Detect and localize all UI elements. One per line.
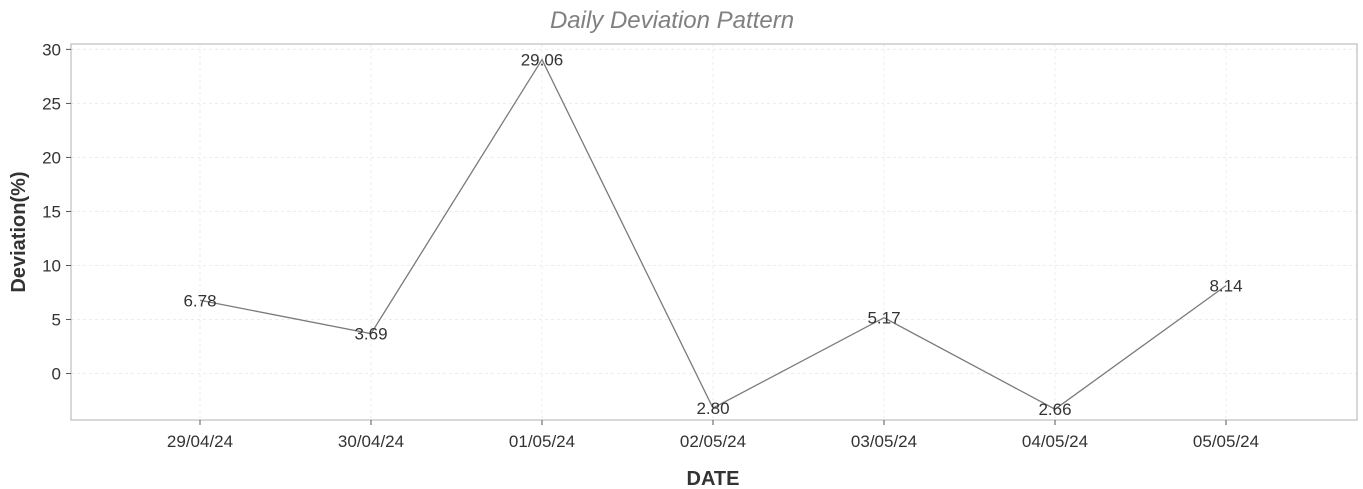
x-tick-label: 05/05/24 [1193,432,1259,451]
data-labels: 6.78 3.69 29.06 2.80 5.17 2.66 8.14 [183,51,1242,420]
y-tick-label: 30 [42,40,61,59]
x-tick-label: 01/05/24 [509,432,575,451]
y-tick-label: 10 [42,256,61,275]
data-label: 8.14 [1209,277,1242,296]
data-label: 29.06 [521,51,564,70]
y-tick-label: 25 [42,94,61,113]
chart-title: Daily Deviation Pattern [550,7,794,34]
data-label: 5.17 [867,309,900,328]
data-label: 3.69 [354,325,387,344]
x-tick-label: 02/05/24 [680,432,746,451]
y-axis-label: Deviation(%) [8,171,30,292]
y-axis: 0 5 10 15 20 25 30 [42,40,71,384]
y-tick-label: 0 [52,365,61,384]
data-label: 6.78 [183,291,216,310]
x-tick-label: 03/05/24 [851,432,917,451]
x-axis-label: DATE [687,468,740,489]
x-axis: 29/04/24 30/04/24 01/05/24 02/05/24 03/05/24… [167,420,1259,451]
x-tick-label: 04/05/24 [1022,432,1088,451]
y-tick-label: 15 [42,202,61,221]
y-tick-label: 5 [52,311,61,330]
plot-area [70,43,1358,421]
data-label: 2.80 [696,399,729,418]
x-tick-label: 29/04/24 [167,432,233,451]
series-line [199,58,1227,410]
data-label: 2.66 [1038,400,1071,419]
x-tick-label: 30/04/24 [338,432,404,451]
grid [71,44,1357,420]
y-tick-label: 20 [42,148,61,167]
